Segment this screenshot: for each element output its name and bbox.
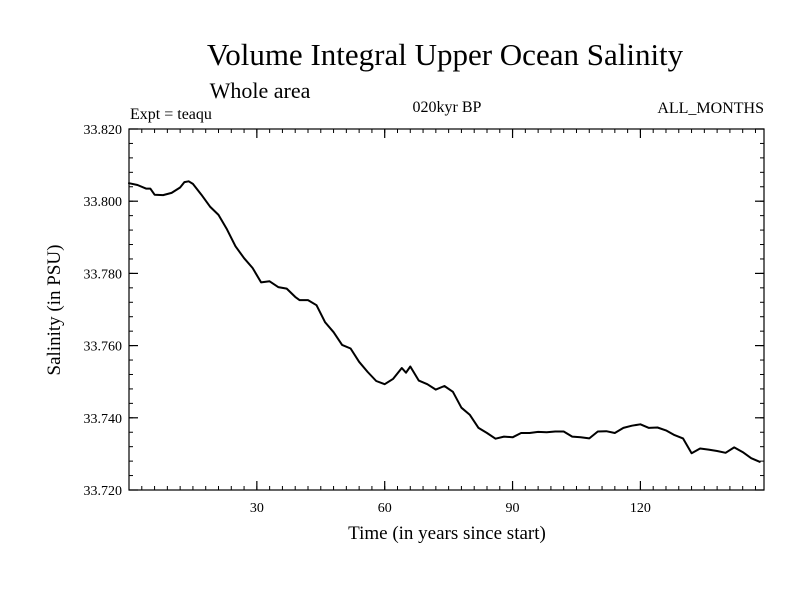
- y-tick-label: 33.720: [84, 484, 123, 499]
- x-tick-label: 30: [250, 501, 264, 516]
- x-tick-label: 60: [378, 501, 392, 516]
- y-tick-label: 33.820: [84, 123, 123, 138]
- x-tick-label: 90: [506, 501, 520, 516]
- minor-ticks: [128, 128, 764, 491]
- y-tick-label: 33.760: [84, 340, 123, 355]
- x-axis-label: Time (in years since start): [348, 523, 546, 544]
- y-tick-label: 33.780: [84, 267, 123, 282]
- plot-frame: [128, 128, 765, 491]
- x-tick-label: 120: [630, 501, 651, 516]
- chart-subtitle: Whole area: [210, 78, 311, 103]
- experiment-label: Expt = teaqu: [130, 106, 212, 123]
- y-tick-label: 33.740: [84, 412, 123, 427]
- y-tick-label: 33.800: [84, 195, 123, 210]
- series-layer: [128, 180, 761, 463]
- months-label: ALL_MONTHS: [657, 100, 764, 117]
- x-axis-ticks: 30 60 90 120: [250, 129, 651, 516]
- y-axis-label: Salinity (in PSU): [44, 245, 65, 376]
- period-label: 020kyr BP: [413, 99, 482, 116]
- chart-title: Volume Integral Upper Ocean Salinity: [207, 37, 684, 72]
- y-axis-ticks: 33.720 33.740 33.760 33.780 33.800 33.820: [84, 123, 764, 499]
- series-line-teaqu: [128, 180, 761, 463]
